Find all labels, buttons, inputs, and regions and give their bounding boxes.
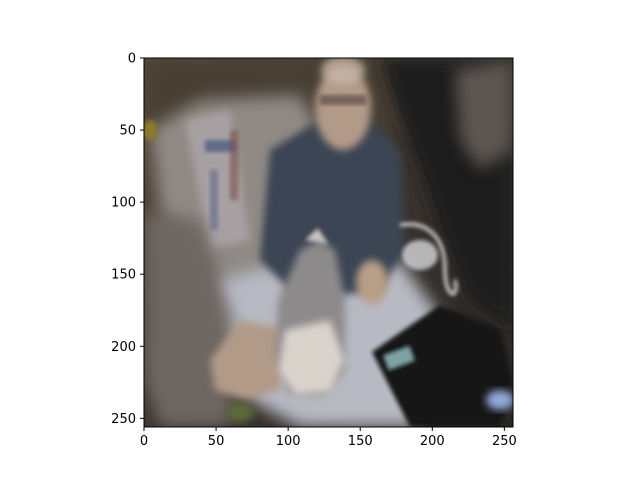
- axes-frame: [143, 57, 514, 428]
- x-tick-label: 250: [492, 434, 517, 449]
- x-tick-label: 200: [420, 434, 445, 449]
- y-tick-label: 0: [128, 52, 136, 67]
- photo-image: [144, 58, 513, 427]
- y-tick-label: 50: [119, 124, 136, 139]
- y-tick-label: 150: [111, 268, 136, 283]
- x-tick-label: 100: [276, 434, 301, 449]
- y-tick-label: 250: [111, 412, 136, 427]
- x-tick-label: 0: [140, 434, 148, 449]
- y-axis: 0 50 100 150 200 250: [111, 52, 144, 427]
- x-tick-label: 150: [348, 434, 373, 449]
- x-axis: 0 50 100 150 200 250: [140, 427, 517, 449]
- x-tick-label: 50: [208, 434, 225, 449]
- y-tick-label: 100: [111, 196, 136, 211]
- y-tick-label: 200: [111, 340, 136, 355]
